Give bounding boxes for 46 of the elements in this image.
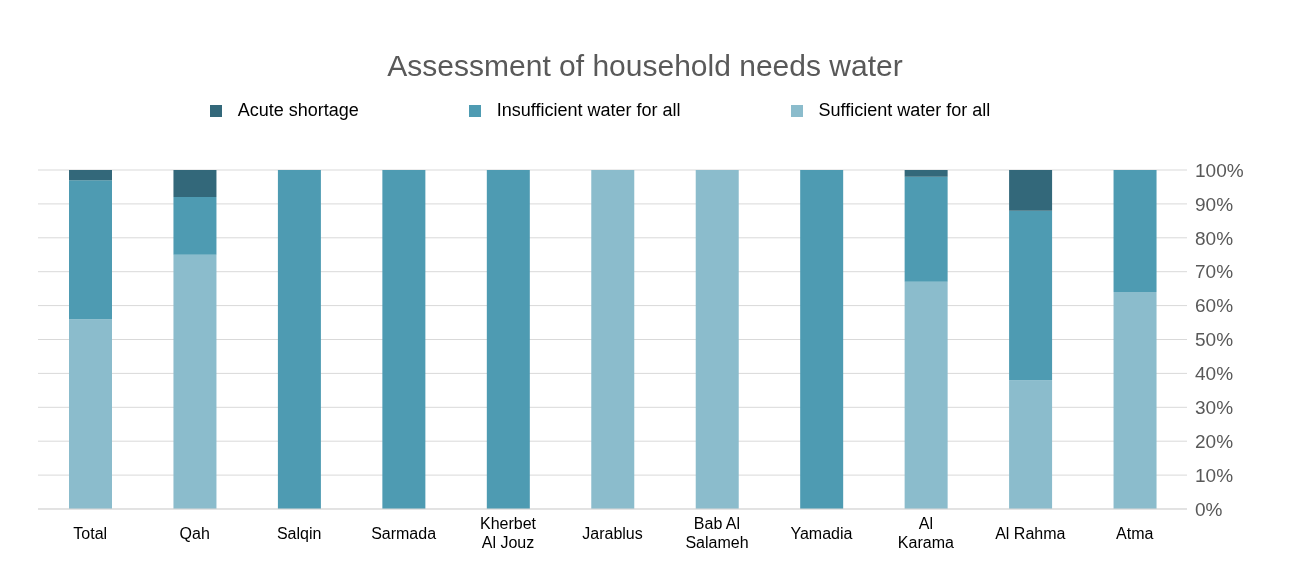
- y-tick-label: 20%: [1195, 430, 1234, 452]
- bar: [486, 170, 530, 509]
- x-tick-label: Atma: [1116, 525, 1154, 542]
- bar: [69, 319, 112, 509]
- x-tick-label: Bab Al Salameh: [685, 515, 749, 551]
- bar: [1009, 170, 1053, 211]
- bar: [904, 170, 948, 177]
- bar: [800, 170, 844, 509]
- y-tick-label: 0%: [1195, 498, 1223, 520]
- y-tick-label: 60%: [1195, 295, 1234, 317]
- x-tick-label: Yamadia: [790, 525, 853, 542]
- x-tick-label: Kherbet Al Jouz: [480, 515, 537, 551]
- y-tick-label: 80%: [1195, 227, 1234, 249]
- bar: [69, 170, 112, 181]
- x-tick-label: Jarablus: [582, 525, 643, 542]
- bar: [173, 197, 217, 255]
- y-tick-label: 70%: [1195, 261, 1234, 283]
- legend-label: Acute shortage: [237, 100, 359, 120]
- bar: [904, 281, 948, 509]
- x-tick-label: Total: [73, 525, 108, 542]
- bar: [695, 170, 739, 509]
- bar: [904, 176, 948, 282]
- x-tick-label: Al Karama: [897, 515, 954, 551]
- bar: [277, 170, 321, 509]
- y-tick-label: 10%: [1195, 464, 1234, 486]
- x-tick-label: Salqin: [276, 525, 322, 542]
- legend-label: Sufficient water for all: [818, 100, 991, 120]
- y-tick-label: 40%: [1195, 363, 1234, 385]
- bar: [1009, 380, 1053, 509]
- x-tick-label: Qah: [179, 525, 210, 542]
- bar: [382, 170, 426, 509]
- y-tick-label: 50%: [1195, 329, 1234, 351]
- y-tick-label: 90%: [1195, 193, 1234, 215]
- bar: [591, 170, 635, 509]
- x-tick-label: Al Rahma: [995, 525, 1066, 542]
- bar: [1113, 292, 1157, 509]
- bar: [69, 180, 112, 320]
- bar: [1009, 210, 1053, 381]
- chart-title: Assessment of household needs water: [386, 48, 904, 84]
- bar: [1113, 170, 1157, 293]
- y-tick-label: 30%: [1195, 397, 1234, 419]
- y-tick-label: 100%: [1195, 159, 1244, 181]
- x-tick-label: Sarmada: [371, 525, 437, 542]
- bar: [173, 170, 217, 198]
- legend-label: Insufficient water for all: [496, 100, 681, 120]
- bar: [173, 254, 217, 509]
